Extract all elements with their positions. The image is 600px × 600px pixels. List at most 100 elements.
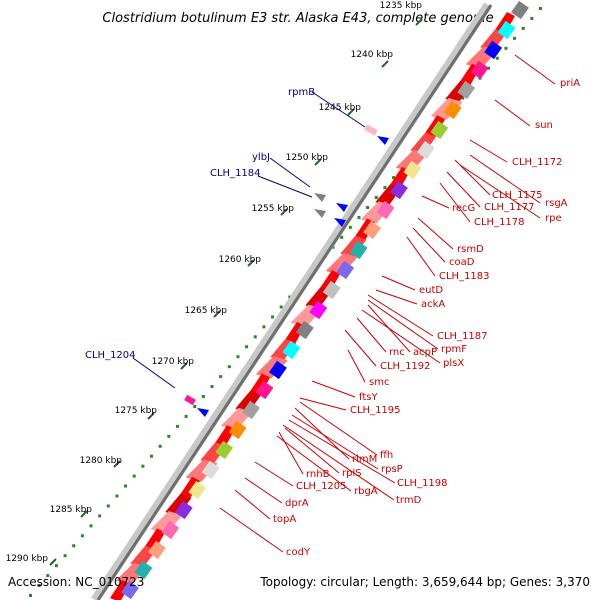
gene-label-clh_1177: CLH_1177 — [484, 202, 535, 213]
gene-block — [470, 60, 489, 80]
gene-label-clh_1192: CLH_1192 — [380, 361, 431, 372]
tick-dot — [167, 434, 171, 438]
gene-block — [511, 0, 529, 20]
forward-gene-arrow — [314, 193, 326, 202]
connector-line — [288, 419, 396, 484]
tick-label: 1250 kbp — [286, 153, 329, 163]
connector-line — [356, 317, 387, 353]
connector-line — [284, 427, 340, 474]
connector-line — [311, 91, 366, 128]
tick-dot — [530, 16, 534, 20]
gene-block — [457, 80, 476, 100]
tick-dot — [495, 56, 499, 60]
gene-label-clh_1175: CLH_1175 — [492, 190, 543, 201]
tick-dot — [98, 514, 102, 518]
tick-dot — [227, 365, 231, 369]
connector-line — [381, 275, 416, 291]
accession-text: Accession: NC_010723 — [8, 575, 144, 589]
connector-line — [291, 414, 379, 470]
gene-block — [403, 160, 422, 180]
tick-label: 1260 kbp — [219, 255, 262, 265]
gene-block — [215, 440, 234, 460]
topology-text: Topology: circular; Length: 3,659,644 bp… — [259, 575, 590, 589]
connector-line — [244, 477, 283, 504]
gene-label-clh_1204: CLH_1204 — [85, 350, 136, 361]
tick-dot — [219, 375, 223, 379]
gene-label-topa: topA — [273, 514, 296, 525]
connector-line — [344, 329, 377, 367]
tick-dot — [521, 26, 525, 30]
tick-label: 1280 kbp — [80, 456, 123, 466]
reverse-gene-arrow — [395, 149, 428, 172]
tick-label: 1270 kbp — [152, 357, 195, 367]
connector-line — [132, 357, 176, 389]
forward-gene-arrow — [336, 203, 348, 212]
gene-block — [121, 580, 139, 600]
reverse-gene-arrow — [145, 528, 165, 551]
tick-dot — [175, 424, 179, 428]
gene-label-trmd: trmD — [396, 495, 422, 506]
forward-gene-arrow — [314, 209, 326, 218]
connector-line — [257, 175, 313, 198]
gene-label-clh_1183: CLH_1183 — [439, 271, 490, 282]
gene-block — [309, 300, 328, 320]
tick-mark — [213, 310, 221, 318]
tick-dot — [89, 524, 93, 528]
reverse-gene-arrow — [480, 29, 507, 52]
map-title: Clostridium botulinum E3 str. Alaska E43… — [102, 11, 493, 26]
gene-label-clh_1195: CLH_1195 — [350, 405, 401, 416]
reverse-gene-arrow — [250, 373, 270, 396]
tick-dot — [46, 574, 50, 578]
reverse-gene-arrow — [150, 511, 183, 534]
tick-dot — [141, 464, 145, 468]
gene-block — [201, 460, 220, 480]
tick-dot — [184, 414, 188, 418]
gene-label-acka: ackA — [421, 299, 445, 310]
tick-mark — [80, 510, 88, 518]
tick-dot — [106, 504, 110, 508]
connector-line — [459, 164, 541, 219]
gene-block — [255, 380, 274, 400]
tick-mark — [381, 60, 389, 68]
tick-dot — [513, 36, 517, 40]
connector-line — [311, 380, 356, 398]
tick-dot — [132, 474, 136, 478]
gene-block — [363, 220, 381, 240]
connector-line — [299, 401, 378, 456]
gene-block — [188, 480, 207, 500]
tick-dot — [236, 355, 240, 359]
tick-dot — [201, 395, 205, 399]
reverse-gene-arrow — [340, 235, 367, 258]
gene-label-clh_1178: CLH_1178 — [474, 217, 525, 228]
gene-label-acpp: acpP — [413, 347, 437, 358]
tick-mark — [415, 18, 423, 26]
gene-tracks — [110, 0, 529, 600]
reverse-gene-arrow — [180, 476, 200, 499]
gene-block — [242, 400, 260, 420]
gene-label-cody: codY — [286, 547, 311, 558]
tick-dot — [374, 196, 378, 200]
connector-line — [406, 236, 436, 277]
connector-line — [439, 182, 471, 223]
gene-label-rnhb: rnhB — [306, 469, 330, 480]
gene-block — [228, 420, 247, 440]
connector-line — [234, 489, 271, 520]
gene-label-ffh: ffh — [380, 450, 393, 461]
tick-dot — [210, 385, 214, 389]
tick-dot — [340, 235, 344, 239]
gene-label-clh_1198: CLH_1198 — [397, 478, 448, 489]
tick-dot — [357, 215, 361, 219]
forward-gene-arrow — [334, 218, 346, 227]
gene-block — [336, 260, 355, 280]
tick-dot — [539, 7, 542, 10]
connector-line — [446, 171, 481, 208]
gene-label-pria: priA — [560, 78, 580, 89]
connector-line — [276, 435, 352, 492]
tick-mark — [113, 460, 121, 468]
tick-dot — [262, 325, 266, 329]
forward-gene-arrow — [377, 136, 389, 145]
gene-label-eutd: eutD — [419, 285, 443, 296]
gene-block — [430, 120, 449, 140]
connector-line — [269, 157, 311, 188]
